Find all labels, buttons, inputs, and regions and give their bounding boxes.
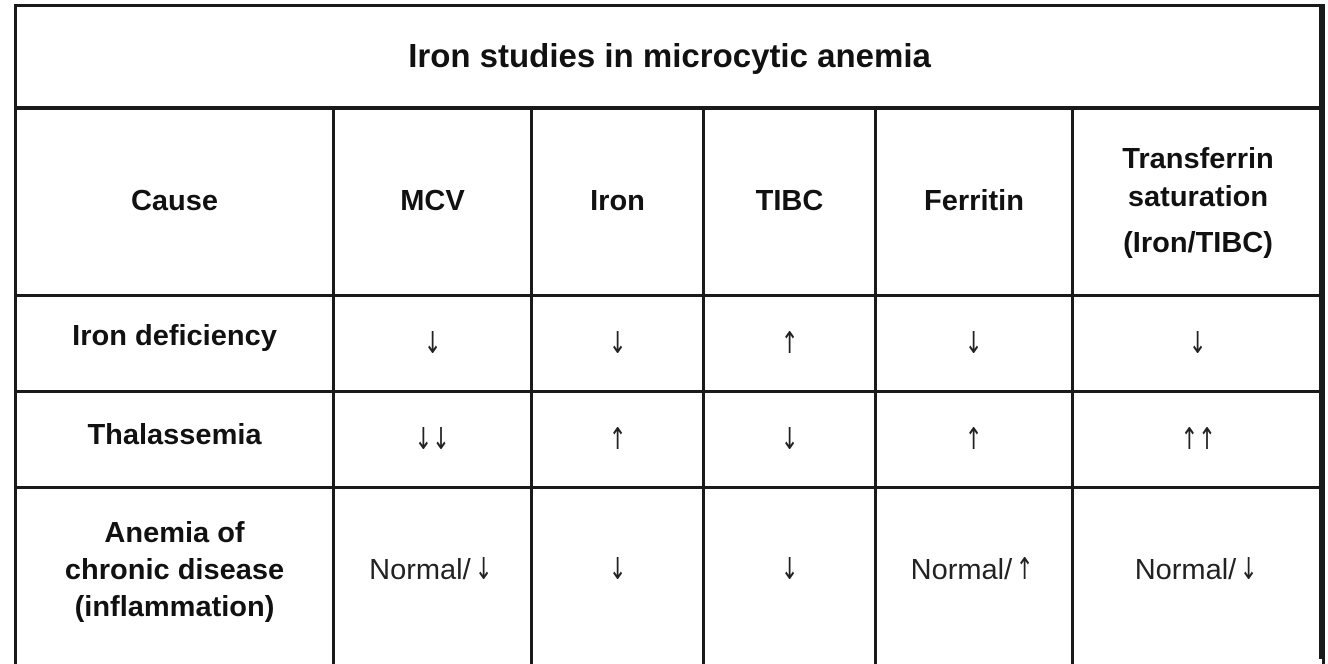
cell-transferrin-saturation: ↓ xyxy=(1070,294,1326,393)
cell-mcv: ↓ xyxy=(332,294,533,393)
cause-line3: (inflammation) xyxy=(74,590,275,623)
arrow-down-icon: ↓ xyxy=(474,551,493,587)
cell-mcv: Normal/↓ xyxy=(332,486,533,664)
arrow-down-icon: ↓ xyxy=(780,551,799,587)
normal-text: Normal/ xyxy=(1134,553,1237,586)
header-transferrin-line3: (Iron/TIBC) xyxy=(1123,226,1273,259)
arrow-up-icon: ↑ xyxy=(608,422,627,457)
cell-tibc: ↑ xyxy=(702,294,877,393)
arrow-up-icon: ↑ xyxy=(965,422,983,457)
row-cause-thalassemia: Thalassemia xyxy=(14,390,335,489)
cell-tibc: ↓ xyxy=(702,390,877,489)
arrow-down-icon: ↓ xyxy=(965,326,983,361)
header-cause: Cause xyxy=(14,106,335,297)
double-arrow-up-icon: ↑↑ xyxy=(1180,422,1216,457)
cell-ferritin: Normal/↑ xyxy=(874,486,1074,664)
arrow-down-icon: ↓ xyxy=(608,326,627,361)
cell-iron: ↓ xyxy=(530,486,705,664)
cell-ferritin: ↑ xyxy=(874,390,1074,489)
row-cause-anemia-chronic-disease: Anemia of chronic disease (inflammation) xyxy=(14,486,335,664)
cell-transferrin-saturation: ↑↑ xyxy=(1070,390,1326,489)
header-mcv: MCV xyxy=(332,106,533,297)
iron-studies-table: Iron studies in microcytic anemia Cause … xyxy=(13,4,1326,664)
header-row: Cause MCV Iron TIBC Ferritin Transferrin… xyxy=(14,106,1326,297)
arrow-down-icon: ↓ xyxy=(608,551,627,587)
arrow-down-icon: ↓ xyxy=(780,422,799,457)
normal-text: Normal/ xyxy=(910,553,1013,586)
arrow-down-icon: ↓ xyxy=(1189,326,1207,361)
cell-iron: ↓ xyxy=(530,294,705,393)
cell-tibc: ↓ xyxy=(702,486,877,664)
normal-text: Normal/ xyxy=(369,553,471,586)
table-row-thalassemia: Thalassemia ↓↓ ↑ ↓ ↑ ↑↑ xyxy=(14,390,1326,489)
cell-iron: ↑ xyxy=(530,390,705,489)
double-arrow-down-icon: ↓↓ xyxy=(414,422,451,457)
cell-ferritin: ↓ xyxy=(874,294,1074,393)
cell-mcv: ↓↓ xyxy=(332,390,533,489)
title-row: Iron studies in microcytic anemia xyxy=(13,4,1326,110)
header-iron: Iron xyxy=(530,106,705,297)
cause-line2: chronic disease xyxy=(64,553,285,586)
table-title: Iron studies in microcytic anemia xyxy=(13,4,1326,110)
arrow-down-icon: ↓ xyxy=(423,326,442,361)
table-row-anemia-chronic-disease: Anemia of chronic disease (inflammation)… xyxy=(14,486,1326,664)
cause-line1: Anemia of xyxy=(104,516,245,549)
row-cause-iron-deficiency: Iron deficiency xyxy=(14,294,335,393)
header-transferrin-saturation: Transferrin saturation (Iron/TIBC) xyxy=(1070,106,1326,297)
arrow-up-icon: ↑ xyxy=(780,326,799,361)
cell-transferrin-saturation: Normal/↓ xyxy=(1070,486,1326,664)
header-transferrin-line2: saturation xyxy=(1127,180,1269,213)
header-ferritin: Ferritin xyxy=(874,106,1074,297)
arrow-up-icon: ↑ xyxy=(1015,551,1034,587)
header-tibc: TIBC xyxy=(702,106,877,297)
table-row-iron-deficiency: Iron deficiency ↓ ↓ ↑ ↓ ↓ xyxy=(14,294,1326,393)
arrow-down-icon: ↓ xyxy=(1239,551,1258,587)
header-transferrin-line1: Transferrin xyxy=(1122,143,1274,176)
